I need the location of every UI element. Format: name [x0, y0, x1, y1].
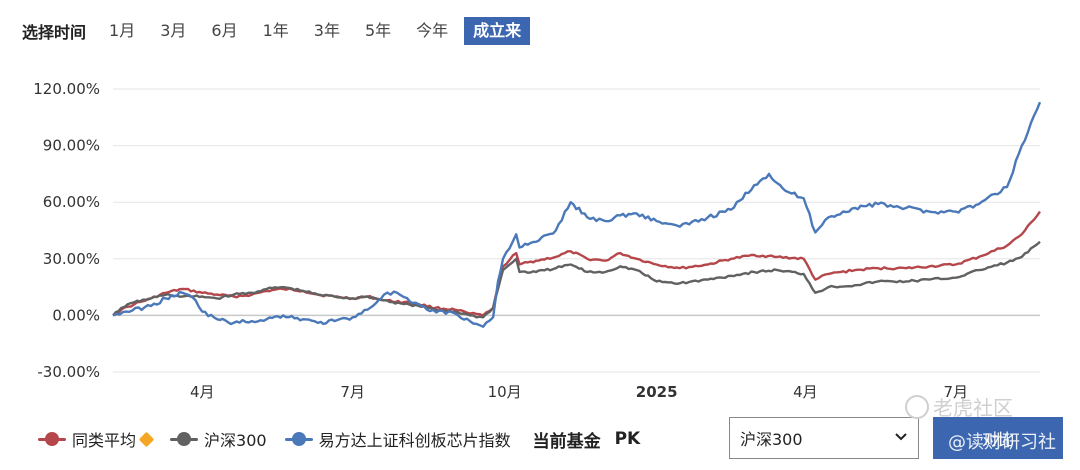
- time-range-label: 选择时间: [22, 23, 87, 42]
- x-tick-label: 2025: [636, 383, 678, 401]
- current-fund-label: 当前基金: [532, 431, 601, 452]
- range-3y[interactable]: 3年: [313, 21, 340, 40]
- series-line-0: [112, 210, 1041, 317]
- compare-select[interactable]: 沪深300: [729, 417, 919, 459]
- range-1y[interactable]: 1年: [262, 21, 289, 40]
- x-tick-label: 4月: [190, 383, 215, 401]
- legend-label-peer-average: 同类平均: [72, 431, 137, 450]
- legend-swatch-fund: [284, 432, 313, 446]
- chart-gridlines: [113, 88, 1040, 373]
- time-range-toolbar: 选择时间 1月 3月 6月 1年 3年 5年 今年 成立来: [22, 16, 537, 46]
- y-tick-label: 120.00%: [33, 80, 100, 98]
- y-tick-label: 60.00%: [43, 193, 100, 211]
- legend-item-fund[interactable]: 易方达上证科创板芯片指数: [284, 427, 511, 451]
- y-tick-label: 90.00%: [43, 137, 100, 155]
- y-tick-label: 0.00%: [52, 306, 100, 324]
- x-tick-label: 10月: [488, 383, 522, 401]
- performance-line-chart: -30.00% 0.00% 30.00% 60.00% 90.00% 120.00% 4月…: [33, 80, 1042, 401]
- range-since-inception[interactable]: 成立来: [464, 17, 531, 45]
- x-tick-label: 7月: [943, 383, 968, 401]
- series-line-2: [112, 101, 1042, 328]
- x-tick-label: 7月: [340, 383, 365, 401]
- range-6m[interactable]: 6月: [211, 21, 238, 40]
- legend-item-csi300[interactable]: 沪深300: [170, 427, 267, 451]
- chevron-down-icon: [894, 430, 908, 446]
- legend-swatch-peer-average: [38, 432, 66, 446]
- y-tick-label: 30.00%: [43, 250, 100, 268]
- range-1m[interactable]: 1月: [109, 21, 136, 40]
- range-3m[interactable]: 3月: [160, 21, 187, 40]
- compare-select-value: 沪深300: [740, 430, 803, 449]
- compare-button[interactable]: 对比: [933, 417, 1063, 459]
- range-5y[interactable]: 5年: [364, 21, 392, 40]
- x-axis-ticks: 4月 7月 10月 2025 4月 7月: [190, 383, 968, 401]
- y-tick-label: -30.00%: [37, 363, 100, 381]
- diamond-icon: [138, 431, 155, 447]
- chart-series: [112, 101, 1042, 328]
- x-tick-label: 4月: [793, 383, 818, 401]
- range-ytd[interactable]: 今年: [416, 21, 449, 40]
- y-axis-ticks: -30.00% 0.00% 30.00% 60.00% 90.00% 120.00%: [33, 80, 100, 381]
- chart-legend: 同类平均 沪深300 易方达上证科创板芯片指数 当前基金 PK: [38, 424, 640, 454]
- legend-label-csi300: 沪深300: [204, 431, 267, 450]
- legend-label-fund: 易方达上证科创板芯片指数: [318, 431, 511, 450]
- legend-item-peer-average[interactable]: 同类平均: [38, 427, 155, 451]
- series-line-1: [112, 240, 1041, 319]
- pk-label: PK: [614, 429, 641, 449]
- legend-swatch-csi300: [170, 432, 199, 446]
